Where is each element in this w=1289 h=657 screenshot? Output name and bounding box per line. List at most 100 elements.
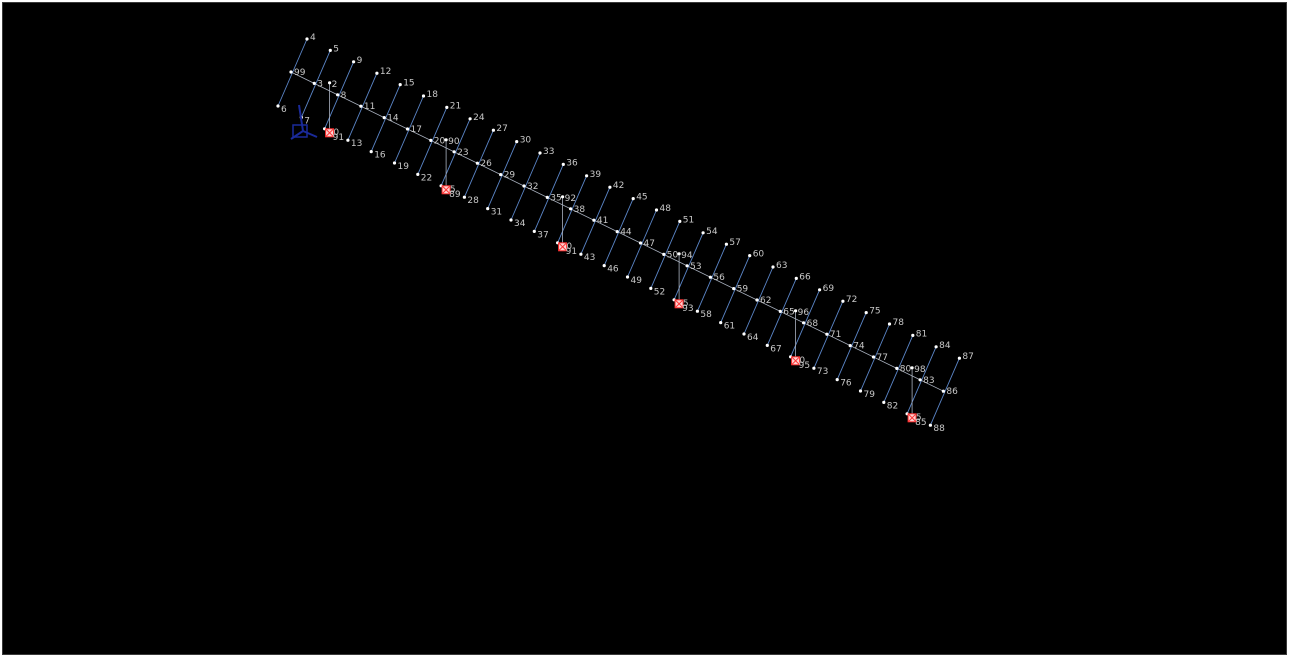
fixed-support-icon[interactable] [441, 185, 451, 195]
spine-node[interactable] [405, 127, 410, 131]
spine-node[interactable] [732, 287, 736, 291]
spine-node[interactable] [638, 241, 643, 245]
lower-node[interactable] [882, 400, 886, 404]
post-top-node[interactable] [561, 195, 565, 199]
upper-node-label: 84 [939, 341, 951, 351]
spine-node-label: 47 [644, 239, 655, 249]
upper-node[interactable] [864, 311, 868, 315]
upper-node[interactable] [887, 322, 892, 326]
lower-node[interactable] [695, 309, 700, 313]
lower-node[interactable] [369, 150, 373, 154]
upper-node[interactable] [375, 71, 379, 75]
lower-node[interactable] [462, 195, 466, 199]
spine-node[interactable] [592, 218, 596, 222]
spine-node[interactable] [312, 81, 316, 85]
upper-node[interactable] [911, 333, 915, 337]
spine-node[interactable] [429, 138, 433, 142]
upper-node[interactable] [724, 242, 729, 246]
post-top-node[interactable] [677, 252, 681, 256]
post-top-node[interactable] [794, 309, 798, 313]
upper-node[interactable] [445, 105, 449, 109]
upper-node[interactable] [771, 265, 775, 269]
upper-node[interactable] [748, 254, 752, 258]
spine-node[interactable] [545, 195, 549, 199]
spine-node[interactable] [289, 70, 293, 74]
spine-node[interactable] [475, 161, 479, 165]
axis-triad-icon [290, 104, 318, 140]
spine-node[interactable] [778, 309, 782, 313]
lower-node[interactable] [416, 172, 420, 176]
lower-node[interactable] [812, 366, 816, 370]
fixed-support-icon[interactable] [558, 242, 568, 252]
upper-node[interactable] [305, 37, 309, 41]
lower-node[interactable] [532, 229, 536, 233]
spine-node[interactable] [452, 150, 456, 154]
spine-node[interactable] [918, 378, 922, 382]
fixed-support-icon[interactable] [907, 413, 917, 423]
lower-node[interactable] [486, 207, 490, 211]
upper-node[interactable] [468, 117, 472, 121]
spine-node[interactable] [382, 116, 386, 120]
upper-node[interactable] [631, 197, 635, 201]
spine-node[interactable] [871, 355, 876, 359]
spine-node[interactable] [825, 332, 829, 336]
lower-node-label: 73 [817, 367, 828, 377]
lower-node[interactable] [765, 343, 769, 347]
upper-node-label: 57 [729, 238, 740, 248]
spine-node[interactable] [895, 366, 899, 370]
spine-node[interactable] [755, 298, 759, 302]
post-top-node[interactable] [444, 138, 448, 142]
upper-node-label: 51 [683, 215, 694, 225]
lower-node[interactable] [649, 286, 653, 290]
upper-node[interactable] [561, 162, 565, 166]
lower-node[interactable] [742, 332, 746, 336]
upper-node[interactable] [678, 219, 682, 223]
upper-node[interactable] [818, 288, 822, 292]
spine-node[interactable] [848, 344, 852, 348]
upper-node[interactable] [515, 140, 519, 144]
lower-node[interactable] [579, 252, 583, 256]
post-top-node[interactable] [910, 366, 914, 370]
lower-node[interactable] [346, 138, 350, 142]
lower-node[interactable] [719, 321, 723, 325]
fixed-support-icon[interactable] [325, 128, 335, 138]
lower-node[interactable] [276, 104, 280, 108]
lower-node[interactable] [509, 218, 513, 222]
fixed-support-icon[interactable] [791, 356, 801, 366]
post-top-node[interactable] [328, 81, 332, 85]
upper-node[interactable] [654, 208, 659, 212]
lower-node[interactable] [392, 161, 397, 165]
upper-node[interactable] [957, 356, 962, 360]
lower-node[interactable] [625, 275, 630, 279]
lower-node[interactable] [835, 378, 839, 382]
upper-node[interactable] [352, 60, 356, 64]
lower-node[interactable] [602, 264, 606, 268]
spine-node[interactable] [685, 264, 689, 268]
upper-node[interactable] [585, 174, 589, 178]
upper-node[interactable] [538, 151, 542, 155]
spine-node[interactable] [499, 173, 503, 177]
spine-node[interactable] [522, 184, 526, 188]
upper-node[interactable] [608, 185, 612, 189]
spine-node[interactable] [336, 93, 340, 97]
spine-node[interactable] [708, 275, 713, 279]
upper-node[interactable] [841, 299, 845, 303]
upper-node[interactable] [328, 48, 332, 53]
upper-node[interactable] [421, 94, 426, 98]
upper-node[interactable] [934, 345, 938, 349]
spine-node[interactable] [941, 389, 946, 393]
lower-node[interactable] [928, 423, 933, 427]
upper-node[interactable] [491, 128, 495, 132]
upper-node[interactable] [701, 231, 705, 235]
upper-node[interactable] [398, 83, 402, 87]
fixed-support-icon[interactable] [674, 299, 684, 309]
structure-diagram[interactable]: 9946357891011121314151617181920212223242… [3, 3, 1288, 656]
spine-node[interactable] [802, 321, 806, 325]
spine-node[interactable] [615, 230, 619, 234]
spine-node[interactable] [569, 207, 573, 211]
spine-node[interactable] [359, 104, 363, 108]
upper-node[interactable] [794, 276, 798, 280]
spine-node[interactable] [662, 252, 666, 256]
lower-node[interactable] [858, 389, 863, 393]
